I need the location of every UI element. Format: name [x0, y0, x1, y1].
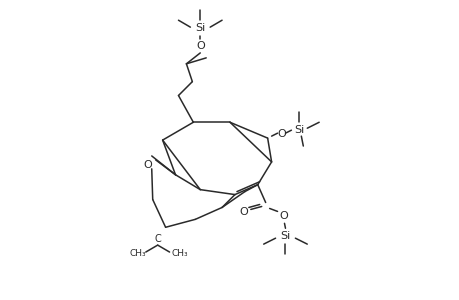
- Text: CH₃: CH₃: [129, 248, 146, 257]
- Text: Si: Si: [294, 125, 304, 135]
- Text: C: C: [154, 234, 161, 244]
- Text: Si: Si: [195, 23, 205, 33]
- Text: Si: Si: [280, 231, 290, 241]
- Text: O: O: [143, 160, 152, 170]
- Text: O: O: [239, 207, 248, 218]
- Text: O: O: [279, 212, 287, 221]
- Text: O: O: [276, 129, 285, 139]
- Text: O: O: [196, 41, 204, 51]
- Text: CH₃: CH₃: [171, 248, 187, 257]
